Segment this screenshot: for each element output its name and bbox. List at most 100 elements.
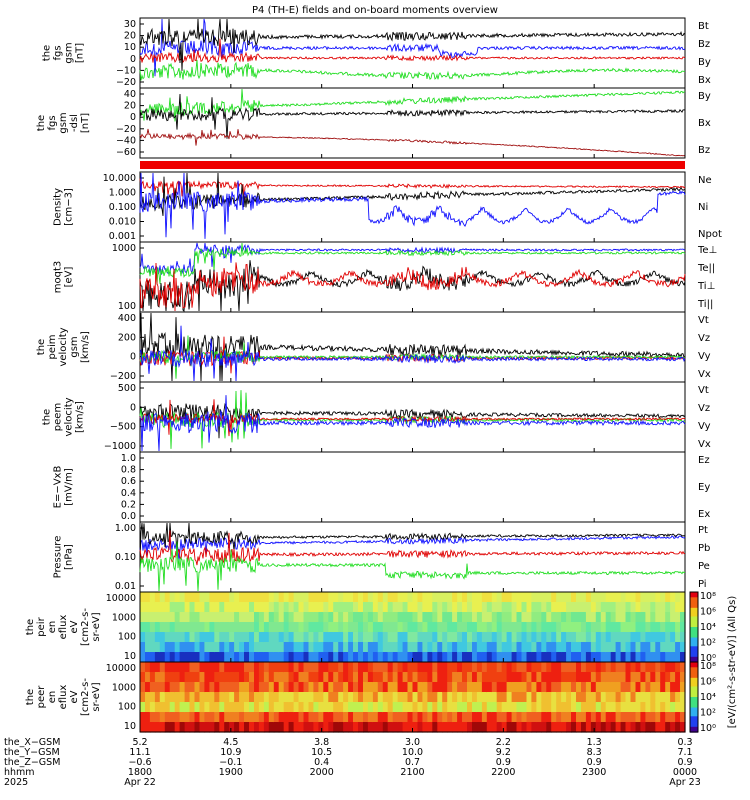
spectrogram-cell bbox=[140, 722, 146, 733]
spectrogram-cell bbox=[630, 612, 637, 623]
spectrogram-cell bbox=[283, 652, 290, 663]
y-tick-label: 100 bbox=[118, 301, 136, 312]
spectrogram-cell bbox=[328, 692, 334, 703]
spectrogram-cell bbox=[367, 632, 374, 643]
colorbar-segment bbox=[690, 655, 698, 658]
spectrogram-cell bbox=[353, 612, 359, 623]
spectrogram-cell bbox=[263, 622, 270, 633]
spectrogram-cell bbox=[526, 682, 533, 693]
spectrogram-cell bbox=[496, 662, 503, 673]
y-tick-label: 100 bbox=[118, 702, 136, 713]
spectrogram-cell bbox=[501, 632, 508, 643]
spectrogram-cell bbox=[268, 672, 275, 683]
spectrogram-cell bbox=[154, 622, 161, 633]
spectrogram-cell bbox=[363, 692, 369, 703]
spectrogram-cell bbox=[452, 642, 458, 653]
spectrogram-cell bbox=[516, 672, 523, 683]
spectrogram-cell bbox=[680, 662, 686, 673]
spectrogram-cell bbox=[462, 722, 468, 733]
spectrogram-cell bbox=[581, 712, 587, 723]
spectrogram-cell bbox=[526, 632, 533, 643]
spectrogram-cell bbox=[476, 712, 483, 723]
spectrogram-cell bbox=[328, 672, 334, 683]
spectrogram-cell bbox=[154, 712, 161, 723]
legend-ti||: Ti|| bbox=[697, 299, 713, 310]
spectrogram-cell bbox=[258, 592, 265, 603]
spectrogram-cell bbox=[407, 692, 414, 703]
spectrogram-cell bbox=[496, 642, 503, 653]
spectrogram-cell bbox=[209, 612, 215, 623]
legend-te⊥: Te⊥ bbox=[697, 245, 717, 256]
spectrogram-cell bbox=[536, 592, 542, 603]
colorbar-segment bbox=[690, 658, 698, 661]
spectrogram-cell bbox=[145, 692, 151, 703]
spectrogram-cell bbox=[154, 652, 161, 663]
spectrogram-cell bbox=[541, 722, 547, 733]
spectrogram-cell bbox=[323, 682, 329, 693]
panel-frame bbox=[139, 171, 686, 243]
spectrogram-cell bbox=[214, 692, 220, 703]
spectrogram-cell bbox=[546, 652, 552, 663]
spectrogram-cell bbox=[140, 712, 146, 723]
spectrogram-cell bbox=[169, 602, 176, 613]
spectrogram-cell bbox=[234, 712, 240, 723]
spectrogram-cell bbox=[655, 662, 661, 673]
spectrogram-cell bbox=[437, 702, 443, 713]
spectrogram-cell bbox=[665, 622, 671, 633]
spectrogram-cell bbox=[600, 692, 607, 703]
x-tick-label: 8.3 bbox=[587, 747, 602, 758]
spectrogram-cell bbox=[244, 632, 250, 643]
spectrogram-cell bbox=[516, 602, 523, 613]
spectrogram-cell bbox=[561, 702, 567, 713]
spectrogram-cell bbox=[437, 692, 443, 703]
spectrogram-cell bbox=[427, 632, 433, 643]
spectrogram-cell bbox=[546, 592, 552, 603]
spectrogram-cell bbox=[164, 672, 171, 683]
spectrogram-cell bbox=[214, 722, 220, 733]
y-axis-label: Pressure [nPa] bbox=[53, 536, 75, 579]
spectrogram-cell bbox=[531, 692, 537, 703]
y-tick-label: 1000 bbox=[112, 682, 136, 693]
y-tick-label: −200 bbox=[110, 371, 136, 382]
spectrogram-cell bbox=[625, 672, 632, 683]
spectrogram-cell bbox=[288, 602, 295, 613]
spectrogram-cell bbox=[338, 652, 344, 663]
spectrogram-cell bbox=[407, 672, 414, 683]
spectrogram-cell bbox=[293, 692, 300, 703]
spectrogram-cell bbox=[566, 662, 572, 673]
spectrogram-cell bbox=[363, 592, 369, 603]
x-tick-label: 2300 bbox=[582, 767, 606, 778]
spectrogram-cell bbox=[556, 662, 562, 673]
spectrogram-cell bbox=[551, 682, 557, 693]
spectrogram-cell bbox=[382, 672, 389, 683]
spectrogram-cell bbox=[169, 682, 176, 693]
colorbar-segment bbox=[690, 674, 698, 677]
spectrogram-cell bbox=[432, 722, 438, 733]
spectrogram-cell bbox=[481, 642, 488, 653]
spectrogram-cell bbox=[169, 642, 176, 653]
spectrogram-cell bbox=[348, 712, 354, 723]
spectrogram-cell bbox=[234, 692, 240, 703]
spectrogram-cell bbox=[268, 632, 275, 643]
spectrogram-cell bbox=[318, 642, 324, 653]
spectrogram-cell bbox=[491, 622, 498, 633]
spectrogram-cell bbox=[189, 702, 196, 713]
spectrogram-cell bbox=[323, 592, 329, 603]
spectrogram-cell bbox=[546, 672, 552, 683]
spectrogram-cell bbox=[293, 602, 300, 613]
colorbar-segment bbox=[690, 656, 698, 660]
spectrogram-cell bbox=[605, 602, 612, 613]
spectrogram-cell bbox=[546, 632, 552, 643]
spectrogram-cell bbox=[427, 722, 433, 733]
spectrogram-cell bbox=[209, 702, 215, 713]
spectrogram-cell bbox=[551, 622, 557, 633]
spectrogram-cell bbox=[149, 672, 156, 683]
spectrogram-cell bbox=[501, 692, 508, 703]
spectrogram-cell bbox=[219, 672, 225, 683]
spectrogram-cell bbox=[382, 702, 389, 713]
spectrogram-cell bbox=[179, 722, 186, 733]
spectrogram-cell bbox=[650, 642, 656, 653]
trace-by-dsl bbox=[139, 88, 686, 122]
spectrogram-cell bbox=[377, 642, 384, 653]
spectrogram-cell bbox=[432, 662, 438, 673]
